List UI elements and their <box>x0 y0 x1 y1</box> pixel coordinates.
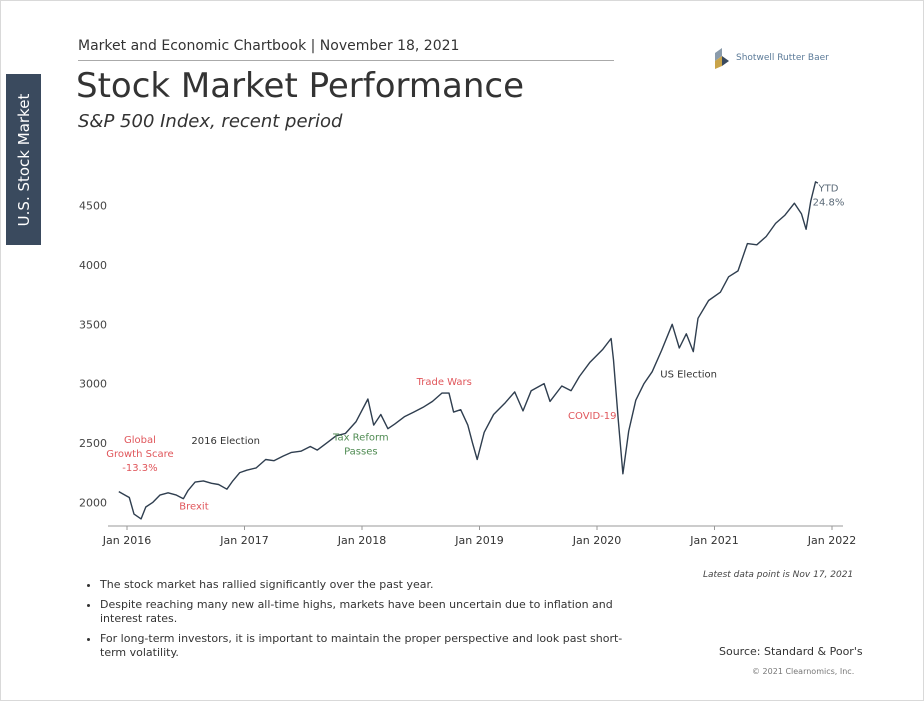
bullet-item: The stock market has rallied significant… <box>100 578 646 592</box>
x-tick-label: Jan 2016 <box>102 534 151 547</box>
x-tick-label: Jan 2018 <box>337 534 386 547</box>
logo: Shotwell Rutter Baer <box>712 45 829 71</box>
annotation-label: Brexit <box>179 501 208 512</box>
source-note: Source: Standard & Poor's <box>719 645 863 658</box>
series-lines <box>118 181 819 520</box>
y-tick-label: 2500 <box>79 437 107 450</box>
header-divider <box>78 60 614 61</box>
x-tick-label: Jan 2020 <box>572 534 621 547</box>
x-tick-label: Jan 2017 <box>219 534 268 547</box>
annotation-line: COVID-19 <box>568 411 617 422</box>
side-tab: U.S. Stock Market <box>6 74 41 245</box>
annotations: YTD 24.8% Global Growth Scare -13.3% Brexit 20… <box>106 183 844 512</box>
annotation-label: COVID-19 <box>568 411 617 422</box>
y-tick-label: 2000 <box>79 496 107 509</box>
annotation-line: Tax Reform <box>332 433 389 444</box>
x-axis: Jan 2016 Jan 2017 Jan 2018 Jan 2019 Jan 2020… <box>102 525 856 547</box>
annotation-line: US Election <box>660 370 717 381</box>
annotation-label: Tax Reform Passes <box>332 433 389 458</box>
annotation-line: 2016 Election <box>191 436 260 447</box>
latest-data-note: Latest data point is Nov 17, 2021 <box>703 570 854 580</box>
y-tick-label: 4000 <box>79 259 107 272</box>
annotation-line: YTD <box>818 183 839 194</box>
annotation-line: Global <box>124 435 156 446</box>
y-tick-label: 3000 <box>79 378 107 391</box>
x-tick-label: Jan 2019 <box>454 534 503 547</box>
annotation-line: Passes <box>344 447 378 458</box>
annotation-line: Trade Wars <box>416 377 472 388</box>
bullet-item: Despite reaching many new all-time highs… <box>100 598 646 626</box>
annotation-label: US Election <box>660 370 717 381</box>
annotation-label: Trade Wars <box>416 377 472 388</box>
x-tick-label: Jan 2021 <box>689 534 738 547</box>
annotation-label: YTD 24.8% <box>813 183 845 208</box>
y-axis-ticks: 2000 2500 3000 3500 4000 4500 <box>79 200 107 510</box>
y-tick-label: 3500 <box>79 318 107 331</box>
annotation-line: Growth Scare <box>106 449 173 460</box>
y-tick-label: 4500 <box>79 200 107 213</box>
annotation-label: 2016 Election <box>191 436 260 447</box>
x-tick-label: Jan 2022 <box>807 534 856 547</box>
page-title: Stock Market Performance <box>76 66 525 106</box>
bullet-notes: The stock market has rallied significant… <box>86 578 646 666</box>
chartbook-header: Market and Economic Chartbook | November… <box>78 38 460 54</box>
annotation-line: -13.3% <box>122 463 157 474</box>
annotation-label: Global Growth Scare -13.3% <box>106 435 173 474</box>
copyright-note: © 2021 Clearnomics, Inc. <box>752 667 855 676</box>
logo-mark-icon <box>715 48 729 69</box>
annotation-line: Brexit <box>179 501 208 512</box>
logo-text: Shotwell Rutter Baer <box>736 53 829 63</box>
series-line <box>118 181 819 520</box>
annotation-line: 24.8% <box>813 197 845 208</box>
page-subtitle: S&P 500 Index, recent period <box>78 111 343 132</box>
bullet-item: For long-term investors, it is important… <box>100 632 646 660</box>
